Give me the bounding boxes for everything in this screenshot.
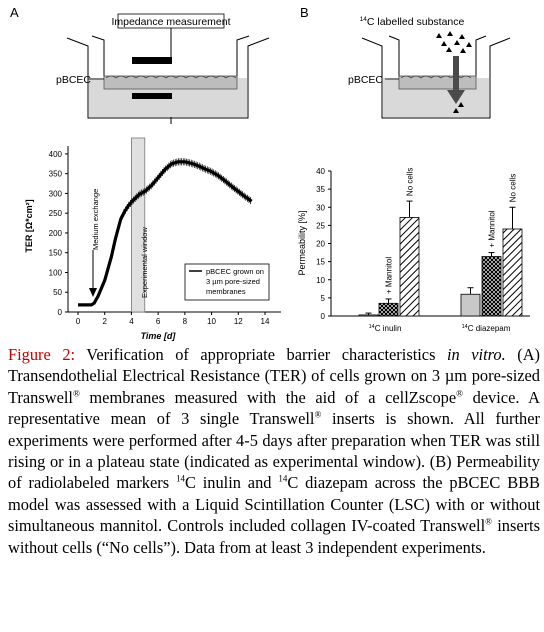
molecule-triangles [436, 31, 472, 113]
ter-x-tick-label: 6 [156, 317, 161, 326]
sup-14-a: 14 [175, 473, 185, 484]
perm-y-tick-label: 0 [321, 312, 326, 321]
group-label-inulin: 14C inulin [369, 324, 402, 333]
perm-bar-label: + Mannitol [488, 210, 497, 247]
perm-y-tick-label: 20 [316, 240, 325, 249]
legend-line-1: pBCEC grown on [206, 267, 264, 276]
ter-y-tick-label: 350 [49, 170, 63, 179]
reg-mark-3: ® [314, 409, 322, 420]
caption-seg-6: C diazepam across the pBCEC BBB model wa… [8, 473, 540, 536]
ter-x-tick-label: 0 [76, 317, 81, 326]
ter-y-tick-label: 50 [53, 288, 62, 297]
ter-y-label: TER [Ω*cm²] [24, 199, 34, 252]
panel-b-letter: B [300, 5, 309, 20]
legend-line-2: 3 µm pore-sized [206, 277, 260, 286]
permeability-chart: 0 5 10 15 20 25 30 35 40 + Mannitol No cells + Man… [297, 167, 530, 333]
ter-x-tick-label: 10 [207, 317, 216, 326]
c14-diagram: 14C labelled substance pBCEC [348, 16, 511, 119]
caption-seg-4: inserts is shown. All further experiment… [8, 409, 540, 493]
experimental-window-label: Experimental window [140, 227, 149, 298]
sup-14-b: 14 [278, 473, 288, 484]
figure-caption: Figure 2: Verification of appropriate ba… [8, 344, 540, 558]
perm-y-tick-label: 5 [321, 294, 326, 303]
perm-bar [399, 216, 420, 317]
perm-bar [378, 302, 399, 317]
perm-bar-label: No cells [406, 168, 415, 196]
caption-label: Figure 2: [8, 345, 76, 364]
panel-a-letter: A [10, 5, 19, 20]
perm-y-tick-label: 35 [316, 185, 325, 194]
perm-y-tick-label: 25 [316, 221, 325, 230]
ter-x-label: Time [d] [141, 331, 177, 341]
ter-x-tick-label: 2 [102, 317, 107, 326]
medium-exchange-label: Medium exchange [91, 189, 100, 250]
reg-mark-2: ® [456, 388, 463, 399]
perm-y-tick-label: 40 [316, 167, 325, 176]
ter-chart: 0 50 100 150 200 250 300 350 400 0 2 4 6 8 10 12 14 TER… [24, 137, 281, 341]
perm-bar-label: No cells [509, 174, 518, 202]
caption-seg-7: inserts without cells (“No cells”). Data… [8, 516, 540, 557]
pbcec-label-a: pBCEC [56, 74, 91, 86]
perm-y-tick-label: 10 [316, 276, 325, 285]
perm-bar [460, 293, 481, 317]
ter-x-tick-label: 12 [234, 317, 243, 326]
caption-seg-2: membranes measured with the aid of a cel… [79, 387, 457, 407]
c14-title: 14C labelled substance [360, 16, 465, 28]
ter-y-tick-label: 150 [49, 249, 63, 258]
caption-title-italic: in vitro. [447, 345, 506, 364]
group-label-diazepam: 14C diazepam [462, 324, 511, 333]
perm-bar-label: + Mannitol [385, 257, 394, 294]
ter-x-tick-label: 8 [183, 317, 188, 326]
ter-y-tick-label: 250 [49, 209, 63, 218]
caption-title: Verification of appropriate barrier char… [75, 345, 447, 364]
ter-x-tick-label: 14 [261, 317, 270, 326]
perm-y-tick-label: 30 [316, 203, 325, 212]
ter-y-tick-label: 100 [49, 268, 63, 277]
ter-y-tick-label: 200 [49, 229, 63, 238]
reg-mark-4: ® [485, 516, 492, 527]
impedance-title: Impedance measurement [111, 16, 230, 28]
legend-line-3: membranes [206, 287, 246, 296]
ter-y-tick-label: 0 [58, 308, 63, 317]
perm-bar [502, 228, 523, 317]
caption-seg-5: C inulin and [184, 473, 279, 493]
figure-2: A B Impedance measurement pBCEC 14C labe… [10, 5, 530, 341]
impedance-diagram: Impedance measurement pBCEC [56, 13, 270, 124]
perm-bar [358, 314, 379, 317]
ter-y-tick-label: 300 [49, 189, 63, 198]
caption-seg-1: (A) Transendothelial Electrical Resistan… [8, 345, 541, 407]
experimental-window-band [131, 137, 146, 313]
caption-seg-3: device. A representative mean of 3 singl… [8, 387, 540, 429]
reg-mark-1: ® [72, 388, 80, 399]
ter-legend: pBCEC grown on 3 µm pore-sized membranes [184, 263, 270, 301]
medium-exchange-arrowhead [89, 288, 97, 297]
perm-y-label: Permeability [%] [297, 210, 307, 275]
pbcec-label-b: pBCEC [348, 74, 383, 86]
ter-x-tick-label: 4 [129, 317, 134, 326]
ter-y-tick-label: 400 [49, 150, 63, 159]
perm-y-tick-label: 15 [316, 258, 325, 267]
perm-bar [481, 256, 502, 317]
